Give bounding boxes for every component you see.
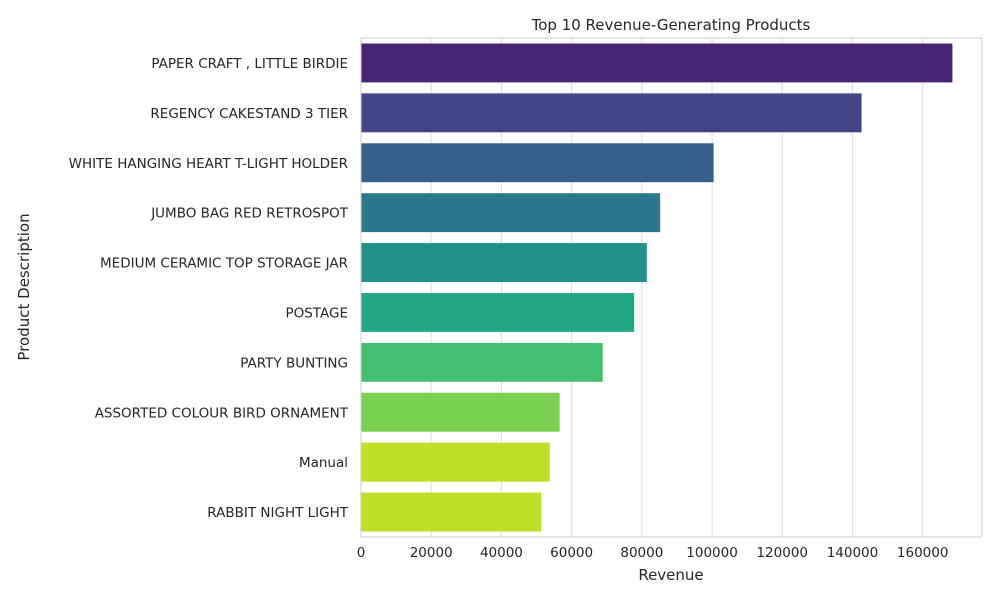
- y-tick-labels: PAPER CRAFT , LITTLE BIRDIE REGENCY CAKES…: [69, 56, 349, 521]
- x-axis-label: Revenue: [638, 566, 703, 584]
- y-axis-label: Product Description: [15, 213, 33, 360]
- x-tick-label: 20000: [410, 545, 453, 561]
- x-tick-labels: 0 20000 40000 60000 80000 100000 120000 140000 1…: [357, 545, 949, 561]
- x-tick-label: 160000: [897, 545, 949, 561]
- bar: [361, 243, 647, 283]
- y-tick-label: ASSORTED COLOUR BIRD ORNAMENT: [95, 405, 349, 421]
- x-tick-label: 120000: [756, 545, 808, 561]
- x-tick-label: 140000: [827, 545, 879, 561]
- x-tick-label: 40000: [480, 545, 523, 561]
- x-tick-label: 100000: [686, 545, 738, 561]
- bar: [361, 392, 560, 432]
- y-tick-label: PAPER CRAFT , LITTLE BIRDIE: [151, 56, 348, 72]
- y-tick-label: REGENCY CAKESTAND 3 TIER: [150, 106, 348, 122]
- bar: [361, 93, 862, 133]
- plot-area-frame: [360, 37, 983, 538]
- y-tick-label: POSTAGE: [285, 305, 348, 321]
- y-tick-label: JUMBO BAG RED RETROSPOT: [150, 206, 349, 222]
- y-tick-label: Manual: [299, 455, 348, 471]
- bar: [361, 342, 603, 382]
- y-tick-label: PARTY BUNTING: [240, 355, 348, 371]
- bar: [361, 143, 714, 183]
- bar: [361, 43, 953, 83]
- x-tick-label: 60000: [550, 545, 593, 561]
- bar: [361, 292, 635, 332]
- bar: [361, 193, 661, 233]
- x-tick-label: 0: [357, 545, 366, 561]
- y-tick-label: MEDIUM CERAMIC TOP STORAGE JAR: [100, 256, 348, 272]
- bar: [361, 442, 550, 482]
- y-tick-label: RABBIT NIGHT LIGHT: [207, 505, 348, 521]
- bars: [361, 43, 953, 532]
- bar: [361, 492, 542, 532]
- chart-title: Top 10 Revenue-Generating Products: [531, 16, 811, 34]
- x-tick-label: 80000: [620, 545, 663, 561]
- y-tick-label: WHITE HANGING HEART T-LIGHT HOLDER: [69, 156, 348, 172]
